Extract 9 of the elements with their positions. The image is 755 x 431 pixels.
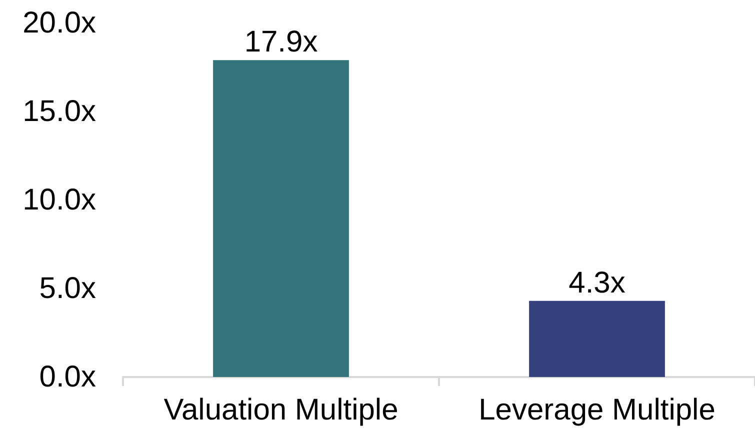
y-tick-label: 20.0x bbox=[22, 6, 96, 40]
y-tick-label: 5.0x bbox=[39, 272, 96, 305]
y-tick-label: 15.0x bbox=[22, 95, 96, 128]
data-label: 17.9x bbox=[244, 26, 318, 59]
y-tick-label: 10.0x bbox=[22, 184, 96, 216]
x-tick-label: Leverage Multiple bbox=[478, 394, 716, 426]
x-tick-label: Valuation Multiple bbox=[164, 394, 398, 426]
data-label: 4.3x bbox=[568, 266, 626, 300]
y-tick-label: 0.0x bbox=[39, 360, 96, 394]
